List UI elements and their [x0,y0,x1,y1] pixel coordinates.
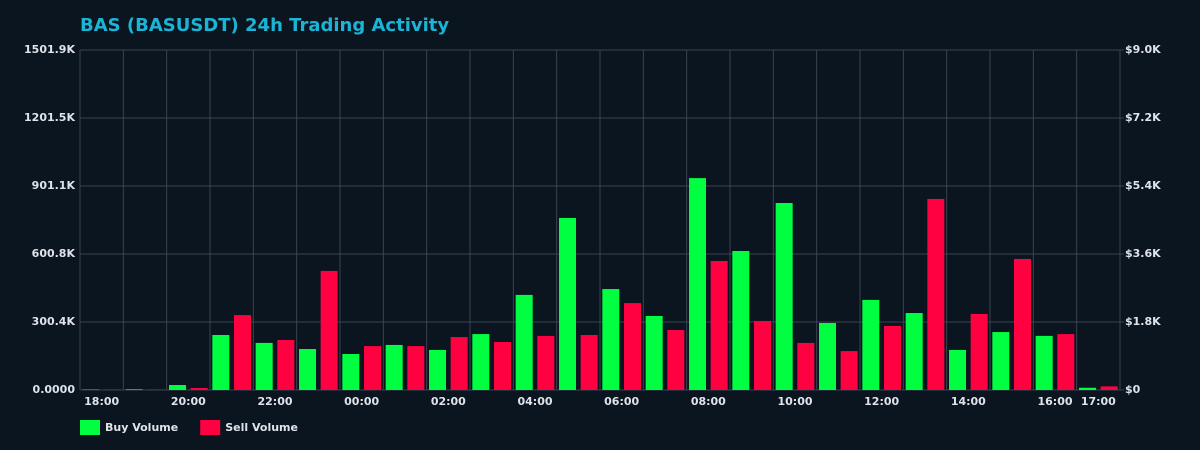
bar [949,349,966,390]
y-tick-label: 1501.9K [24,43,75,56]
y2-tick-label: $5.4K [1125,179,1161,192]
x-tick-label: 04:00 [517,395,552,408]
bar [689,178,706,390]
chart-title: BAS (BASUSDT) 24h Trading Activity [80,15,449,36]
x-tick-label: 10:00 [777,395,812,408]
x-tick-label: 00:00 [344,395,379,408]
bar [212,334,230,390]
bar [559,217,576,390]
bar [1014,258,1031,390]
bar [385,344,403,390]
bar [472,334,490,390]
bar [840,351,858,390]
legend-label: Sell Volume [225,421,298,434]
legend-swatch [200,420,221,435]
x-tick-label: 08:00 [691,395,726,408]
y-tick-label: 901.1K [32,179,76,192]
bar [645,315,663,390]
bar [1035,335,1053,390]
y-tick-label: 0.0000 [33,383,76,396]
bar [970,313,988,390]
bar [580,334,598,390]
bar [1079,387,1096,390]
x-tick-label: 18:00 [84,395,119,408]
x-tick-label: 16:00 [1037,395,1072,408]
bar [1057,334,1075,390]
bar [624,303,641,390]
bar [364,346,381,390]
x-tick-label: 06:00 [604,395,639,408]
x-tick-label: 12:00 [864,395,899,408]
x-tick-label: 02:00 [431,395,466,408]
y2-tick-label: $1.8K [1125,315,1161,328]
bar [862,299,880,390]
x-tick-label: 20:00 [171,395,206,408]
bar [169,385,186,390]
y-tick-label: 1201.5K [24,111,75,124]
bar [884,325,901,390]
x-tick-label: 14:00 [951,395,986,408]
bar [299,349,316,390]
legend-label: Buy Volume [105,421,178,434]
bar [429,349,446,390]
bar [1100,386,1118,390]
y2-tick-label: $0 [1125,383,1141,396]
x-tick-label: 17:00 [1081,395,1116,408]
bar [277,339,295,390]
bar [667,330,685,390]
bar [450,337,468,390]
bar [125,389,143,390]
x-tick-label: 22:00 [257,395,292,408]
bar [515,294,533,390]
bar [320,270,338,390]
bar [255,342,273,390]
bar [992,332,1010,390]
bar [819,322,836,390]
bar [494,342,511,390]
y2-tick-label: $3.6K [1125,247,1161,260]
bar [754,320,771,390]
bar [342,354,360,390]
legend-swatch [80,420,100,435]
bar [732,251,750,390]
bar [710,260,728,390]
y-tick-label: 600.8K [32,247,76,260]
bar [602,289,620,390]
y2-tick-label: $9.0K [1125,43,1161,56]
bar [927,198,945,390]
bar [234,315,251,390]
bar [775,203,793,390]
y2-tick-label: $7.2K [1125,111,1161,124]
bar [537,335,555,390]
y-tick-label: 300.4K [32,315,76,328]
bar [407,346,425,390]
bar [905,313,923,390]
bar [797,342,815,390]
bar [190,387,208,390]
